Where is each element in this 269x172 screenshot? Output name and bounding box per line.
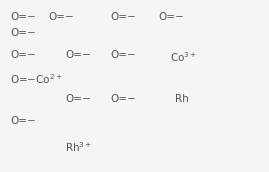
- Text: Co$^{3+}$: Co$^{3+}$: [170, 50, 197, 64]
- Text: O=−: O=−: [10, 28, 36, 38]
- Text: O=−: O=−: [110, 12, 136, 22]
- Text: O=−: O=−: [10, 116, 36, 126]
- Text: O=−: O=−: [65, 94, 91, 104]
- Text: Rh$^{3+}$: Rh$^{3+}$: [65, 140, 92, 154]
- Text: Rh: Rh: [175, 94, 189, 104]
- Text: O=−: O=−: [110, 50, 136, 60]
- Text: O=−: O=−: [158, 12, 184, 22]
- Text: O=−: O=−: [48, 12, 74, 22]
- Text: O=−: O=−: [65, 50, 91, 60]
- Text: O=−: O=−: [10, 50, 36, 60]
- Text: O=−Co$^{2+}$: O=−Co$^{2+}$: [10, 72, 63, 86]
- Text: O=−: O=−: [10, 12, 36, 22]
- Text: O=−: O=−: [110, 94, 136, 104]
